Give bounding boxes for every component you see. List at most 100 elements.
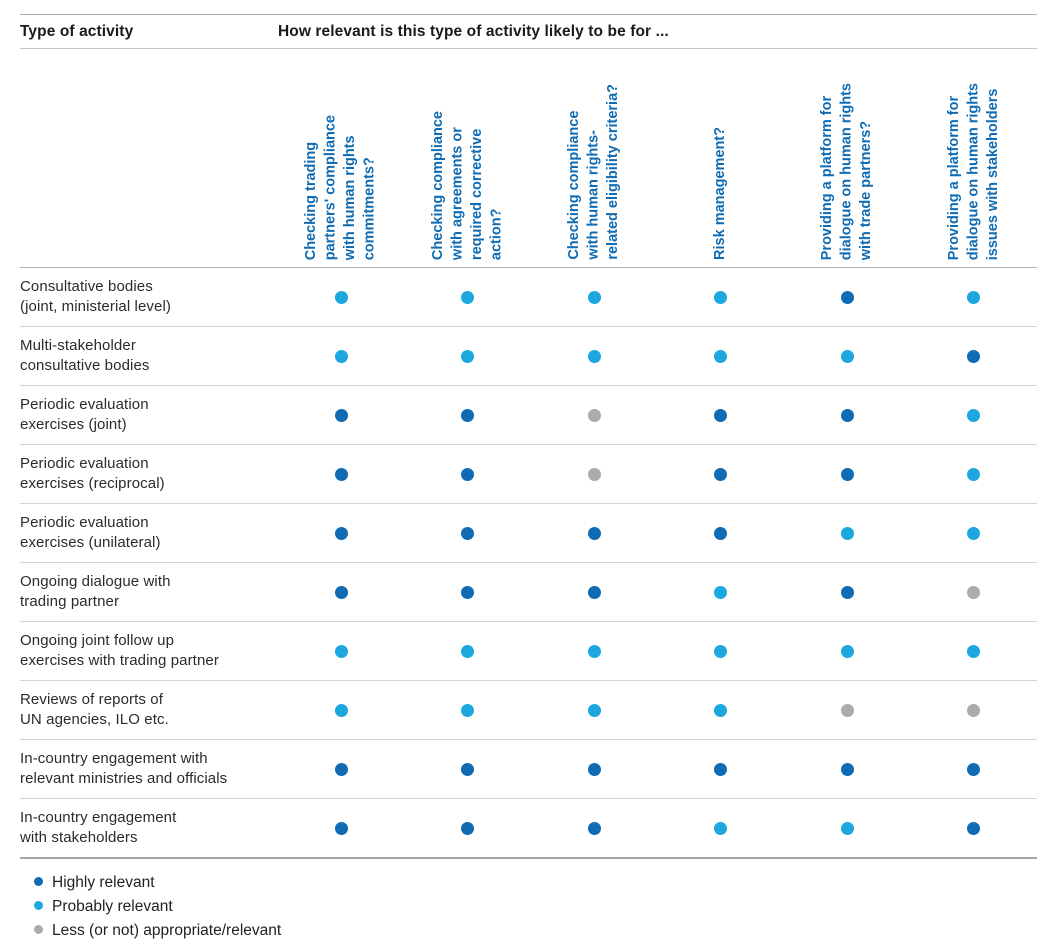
table-row: Consultative bodies (joint, ministerial … [20, 268, 1037, 327]
relevance-dot [967, 585, 981, 599]
relevance-dot [334, 526, 348, 540]
column-header-1: Checking trading partners' compliance wi… [278, 49, 405, 267]
column-header-5-label: Providing a platform for dialogue on hum… [819, 82, 874, 260]
relevance-dot [840, 290, 854, 304]
row-label: Periodic evaluation exercises (joint) [20, 395, 149, 434]
row-label: Ongoing dialogue with trading partner [20, 572, 171, 611]
column-header-6-label: Providing a platform for dialogue on hum… [945, 82, 1001, 260]
relevance-dot [714, 703, 728, 717]
relevance-dot [461, 290, 475, 304]
relevance-dot [587, 290, 601, 304]
row-label: In-country engagement with stakeholders [20, 808, 177, 847]
relevance-dot [714, 349, 728, 363]
column-header-3-label: Checking compliance with human rights- r… [566, 84, 621, 260]
relevance-dot [461, 821, 475, 835]
relevance-dot [840, 821, 854, 835]
relevance-dot [840, 703, 854, 717]
relevance-dot [714, 585, 728, 599]
row-label: Ongoing joint follow up exercises with t… [20, 631, 219, 670]
relevance-dot [967, 408, 981, 422]
relevance-dot [714, 762, 728, 776]
relevance-dot [840, 467, 854, 481]
relevance-dot [461, 349, 475, 363]
column-header-6: Providing a platform for dialogue on hum… [911, 49, 1038, 267]
relevance-dot [714, 290, 728, 304]
row-label: Periodic evaluation exercises (reciproca… [20, 454, 165, 493]
relevance-dot [967, 821, 981, 835]
table-row: Periodic evaluation exercises (reciproca… [20, 445, 1037, 504]
relevance-dot [840, 644, 854, 658]
relevance-table: Type of activity How relevant is this ty… [20, 14, 1037, 859]
row-label: Consultative bodies (joint, ministerial … [20, 277, 171, 316]
legend-dot-highly-relevant [34, 877, 43, 886]
column-headers-row: Checking trading partners' compliance wi… [20, 49, 1037, 268]
table-row: Periodic evaluation exercises (joint) [20, 386, 1037, 445]
relevance-dot [587, 467, 601, 481]
relevance-dot [334, 467, 348, 481]
row-label: In-country engagement with relevant mini… [20, 749, 228, 788]
relevance-dot [714, 467, 728, 481]
column-header-1-label: Checking trading partners' compliance wi… [303, 114, 378, 260]
table-row: Periodic evaluation exercises (unilatera… [20, 504, 1037, 563]
row-label: Periodic evaluation exercises (unilatera… [20, 513, 161, 552]
relevance-dot [587, 703, 601, 717]
legend-item: Probably relevant [34, 896, 1037, 918]
relevance-dot [334, 290, 348, 304]
relevance-dot [334, 644, 348, 658]
relevance-dot [334, 408, 348, 422]
relevance-dot [967, 762, 981, 776]
column-header-5: Providing a platform for dialogue on hum… [784, 49, 911, 267]
relevance-dot [714, 821, 728, 835]
relevance-dot [587, 408, 601, 422]
relevance-dot [461, 585, 475, 599]
relevance-dot [334, 821, 348, 835]
relevance-dot [587, 585, 601, 599]
relevance-dot [967, 526, 981, 540]
relevance-dot [461, 703, 475, 717]
relevance-dot [840, 585, 854, 599]
table-row: Reviews of reports of UN agencies, ILO e… [20, 681, 1037, 740]
legend-dot-less-relevant [34, 925, 43, 934]
column-headers-spacer [20, 49, 278, 267]
column-header-2-label: Checking compliance with agreements or r… [429, 110, 505, 260]
table-header-row: Type of activity How relevant is this ty… [20, 14, 1037, 49]
column-header-4: Risk management? [658, 49, 785, 267]
relevance-dot [461, 408, 475, 422]
row-label: Multi-stakeholder consultative bodies [20, 336, 150, 375]
relevance-dot [587, 349, 601, 363]
relevance-dot [334, 349, 348, 363]
relevance-dot [461, 644, 475, 658]
table-row: In-country engagement with relevant mini… [20, 740, 1037, 799]
legend-label: Probably relevant [52, 898, 173, 915]
column-header-3: Checking compliance with human rights- r… [531, 49, 658, 267]
legend: Highly relevant Probably relevant Less (… [34, 872, 1037, 942]
relevance-dot [967, 467, 981, 481]
relevance-dot [840, 349, 854, 363]
relevance-dot [461, 526, 475, 540]
relevance-dot [461, 467, 475, 481]
relevance-dot [461, 762, 475, 776]
legend-label: Highly relevant [52, 874, 155, 891]
relevance-dot [587, 762, 601, 776]
relevance-dot [714, 526, 728, 540]
relevance-dot [587, 821, 601, 835]
table-title: How relevant is this type of activity li… [278, 22, 669, 40]
relevance-dot [840, 762, 854, 776]
row-label: Reviews of reports of UN agencies, ILO e… [20, 690, 169, 729]
table-row: In-country engagement with stakeholders [20, 799, 1037, 859]
relevance-dot [334, 585, 348, 599]
column-header-2: Checking compliance with agreements or r… [405, 49, 532, 267]
relevance-dot [840, 408, 854, 422]
legend-dot-probably-relevant [34, 901, 43, 910]
legend-item: Highly relevant [34, 872, 1037, 894]
relevance-dot [587, 526, 601, 540]
relevance-dot [967, 290, 981, 304]
legend-item: Less (or not) appropriate/relevant [34, 920, 1037, 942]
relevance-dot [967, 644, 981, 658]
relevance-dot [587, 644, 601, 658]
legend-label: Less (or not) appropriate/relevant [52, 922, 282, 939]
relevance-dot [714, 408, 728, 422]
relevance-dot [334, 703, 348, 717]
table-row: Ongoing joint follow up exercises with t… [20, 622, 1037, 681]
